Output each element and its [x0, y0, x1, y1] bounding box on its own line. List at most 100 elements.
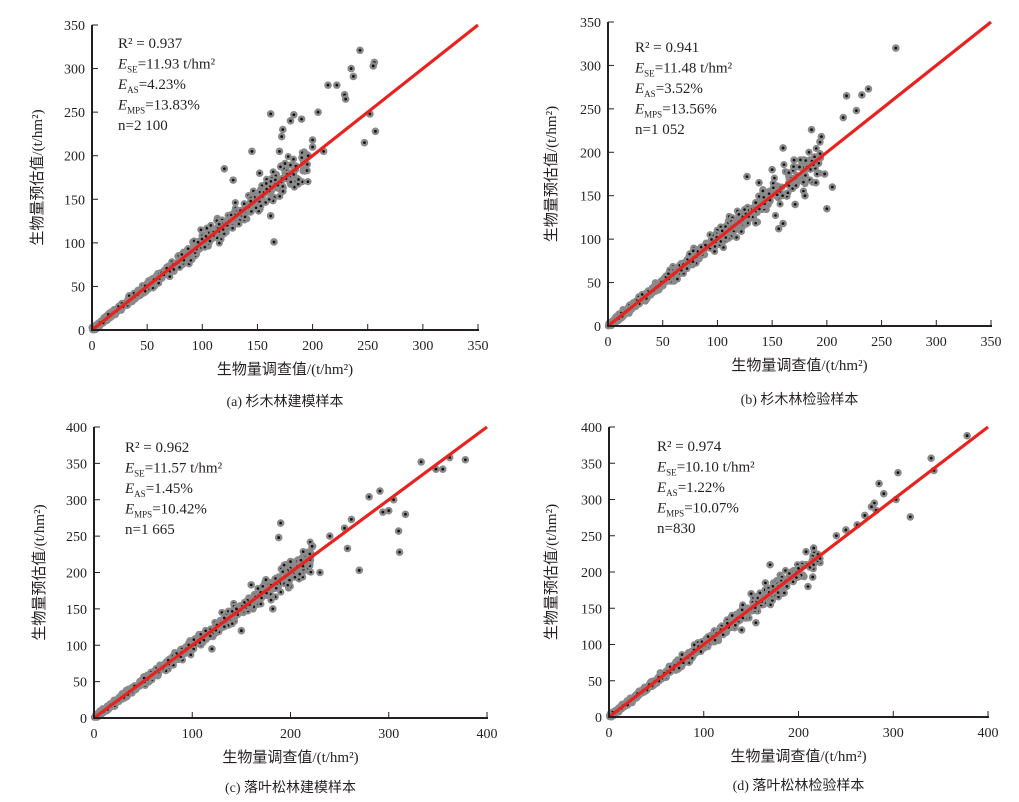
stat-symbol: E — [634, 102, 644, 118]
y-tick-label: 400 — [66, 421, 87, 436]
data-point — [281, 190, 285, 193]
data-point — [787, 171, 791, 174]
data-point — [293, 185, 296, 189]
data-point — [286, 155, 290, 158]
x-tick-label: 350 — [981, 335, 1002, 350]
data-point — [381, 510, 385, 514]
stat-symbol: E — [124, 502, 134, 518]
data-point — [358, 48, 362, 52]
stat-value: =13.83% — [145, 98, 200, 114]
panel-caption: (a) 杉木林建模样本 — [226, 394, 343, 410]
data-point — [265, 177, 268, 181]
stat-subscript: AS — [134, 489, 146, 499]
x-tick-label: 50 — [140, 339, 154, 354]
data-point — [335, 83, 339, 87]
stat-value: =3.52% — [656, 81, 703, 97]
data-point — [719, 240, 723, 243]
x-tick-label: 150 — [762, 335, 783, 350]
y-axis-title: 生物量预估值/(t/hm²) — [29, 109, 46, 245]
data-point — [264, 578, 268, 582]
data-point — [770, 168, 774, 172]
data-point — [208, 239, 212, 243]
data-point — [434, 467, 438, 471]
data-point — [278, 194, 282, 198]
stat-emps: EMPS=13.83% — [117, 98, 200, 116]
data-point — [757, 181, 761, 185]
data-point — [740, 230, 743, 233]
data-point — [419, 460, 423, 464]
data-point — [192, 638, 196, 641]
data-point — [243, 215, 247, 219]
stat-eas: EAS=3.52% — [634, 81, 703, 99]
data-point — [274, 178, 277, 182]
data-point — [710, 238, 713, 241]
data-point — [346, 547, 349, 550]
data-point — [814, 181, 818, 185]
data-point — [300, 156, 304, 159]
y-tick-label: 350 — [64, 19, 85, 34]
data-point — [781, 194, 784, 197]
data-point — [281, 128, 285, 131]
data-point — [229, 213, 233, 217]
data-point — [196, 240, 200, 244]
data-point — [230, 622, 234, 625]
data-point — [127, 294, 131, 297]
data-point — [807, 150, 811, 154]
data-point — [222, 167, 226, 171]
data-point — [363, 141, 366, 145]
data-point — [231, 226, 234, 230]
panel-caption: (c) 落叶松林建模样本 — [225, 780, 356, 796]
data-point — [368, 112, 372, 116]
data-point — [322, 149, 325, 153]
data-point — [296, 182, 300, 186]
stat-subscript: MPS — [127, 106, 145, 116]
data-point — [199, 633, 203, 636]
data-point — [254, 206, 258, 210]
data-point — [792, 165, 795, 168]
data-point — [269, 214, 273, 218]
data-point — [209, 634, 212, 638]
stat-value: =4.23% — [139, 77, 186, 93]
data-point — [754, 221, 757, 225]
data-point — [234, 201, 237, 204]
x-tick-label: 0 — [89, 339, 96, 354]
data-point — [237, 222, 241, 226]
data-point — [754, 201, 758, 205]
data-point — [223, 625, 226, 628]
x-tick-label: 100 — [192, 339, 213, 354]
data-point — [289, 560, 292, 563]
data-point — [281, 185, 285, 188]
data-point — [463, 458, 467, 462]
x-tick-label: 100 — [182, 727, 203, 742]
y-tick-label: 150 — [66, 603, 87, 618]
y-tick-label: 50 — [73, 676, 87, 691]
y-tick-label: 150 — [64, 193, 85, 208]
data-point — [178, 266, 181, 269]
y-tick-label: 350 — [580, 16, 601, 31]
x-tick-label: 200 — [302, 339, 323, 354]
data-point — [351, 75, 355, 78]
data-point — [204, 629, 207, 633]
data-point — [762, 195, 766, 199]
data-point — [210, 647, 214, 651]
stat-symbol: E — [124, 461, 134, 477]
y-tick-label: 250 — [64, 106, 85, 121]
data-point — [310, 544, 314, 548]
x-tick-label: 300 — [926, 335, 947, 350]
data-point — [823, 172, 827, 176]
y-tick-label: 0 — [80, 712, 87, 727]
data-point — [292, 157, 295, 161]
data-point — [249, 583, 253, 587]
data-point — [293, 575, 297, 579]
data-point — [867, 87, 870, 91]
data-point — [722, 246, 725, 249]
data-point — [199, 228, 203, 232]
data-point — [282, 563, 286, 567]
data-point — [239, 629, 243, 633]
data-point — [279, 590, 283, 594]
x-tick-label: 200 — [280, 727, 301, 742]
stat-value: =11.93 t/hm² — [138, 57, 216, 73]
data-point — [773, 176, 776, 180]
data-point — [271, 607, 275, 611]
